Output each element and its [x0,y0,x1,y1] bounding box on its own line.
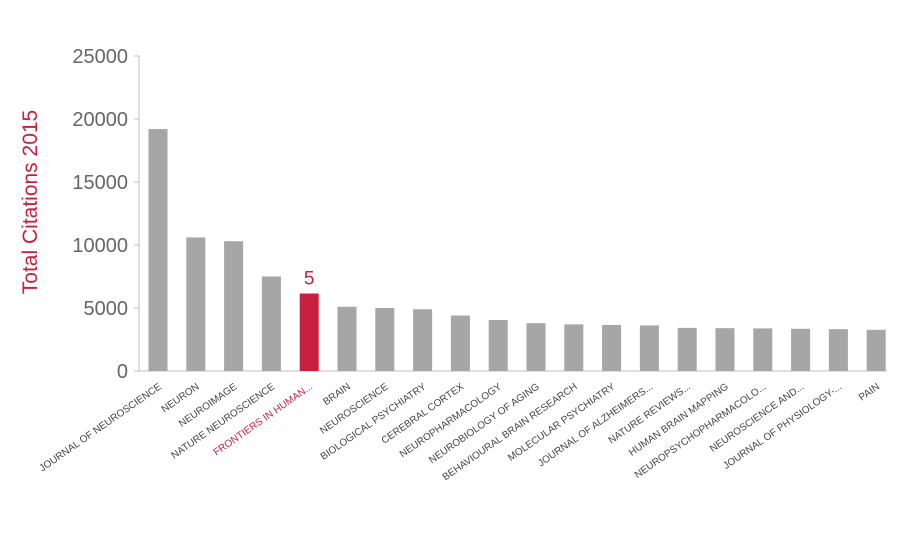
y-tick-label: 5000 [84,298,129,320]
y-tick-label: 20000 [72,109,128,131]
bar [337,306,357,371]
bar [564,324,584,371]
bar [602,325,622,371]
bar [450,315,470,371]
bar [488,319,508,371]
bar [261,276,281,371]
bar [375,308,395,371]
x-tick-label: BRAIN [321,381,352,408]
bar [148,129,168,371]
bar [791,328,811,371]
bar [677,327,697,371]
bar [413,309,433,371]
bar [753,328,773,371]
bar [186,237,206,371]
x-axis-labels: JOURNAL OF NEUROSCIENCENEURONNEUROIMAGEN… [38,381,882,483]
y-tick-label: 0 [117,361,128,383]
x-tick-label: JOURNAL OF NEUROSCIENCE [38,381,164,474]
bar [526,323,546,371]
bar [866,329,886,371]
y-tick-label: 15000 [72,172,128,194]
bar [224,241,244,371]
highlight-rank-label: 5 [304,269,315,290]
bar [639,325,659,371]
x-tick-label: PAIN [857,381,882,403]
y-tick-label: 10000 [72,235,128,257]
bar [828,329,848,371]
bars: 5 [148,129,886,371]
y-axis: 0 5000 10000 15000 20000 25000 [72,46,887,383]
y-tick-label: 25000 [72,46,128,68]
bar [715,328,735,371]
bar [299,293,319,371]
y-axis-label: Total Citations 2015 [19,110,42,294]
